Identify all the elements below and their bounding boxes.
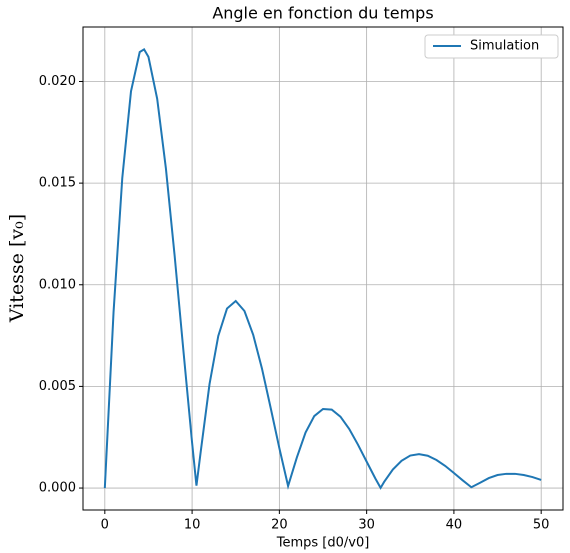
y-axis-label: Vitesse [v₀] [6, 214, 28, 323]
data-line [103, 47, 542, 490]
y-tick-label: 0.000 [39, 481, 76, 496]
x-tick-label: 30 [358, 518, 375, 533]
x-axis-label: Temps [d0/v0] [276, 536, 370, 551]
chart-title: Angle en fonction du temps [212, 4, 433, 23]
y-tick-label: 0.020 [39, 74, 76, 89]
x-tick-label: 10 [184, 518, 201, 533]
y-tick-label: 0.015 [39, 176, 76, 191]
x-tick-label: 0 [101, 518, 109, 533]
x-tick-label: 20 [271, 518, 288, 533]
legend-label: Simulation [470, 39, 539, 54]
legend-box [424, 34, 559, 59]
x-tick-label: 50 [533, 518, 550, 533]
plot-frame [82, 26, 564, 511]
x-tick-label: 40 [446, 518, 463, 533]
y-tick-label: 0.010 [39, 277, 76, 292]
y-tick-label: 0.005 [39, 379, 76, 394]
